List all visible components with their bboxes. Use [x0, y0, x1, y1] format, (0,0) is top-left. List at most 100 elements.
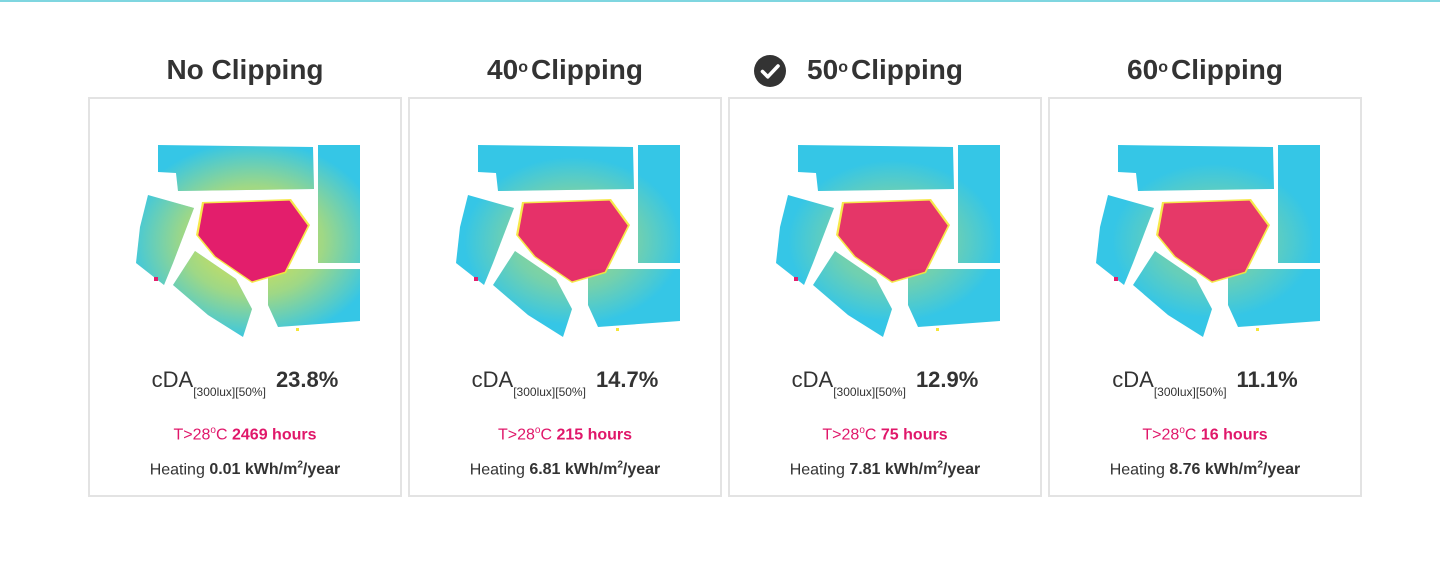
daylight-heatmap	[776, 145, 1000, 337]
result-card: cDA[300lux][50%] 23.8% T>28oC 2469 hours …	[88, 97, 402, 497]
panel-title: 60 o Clipping	[1048, 50, 1362, 90]
overheat-value: 2469 hours	[232, 426, 317, 444]
panel-title-text: Clipping	[850, 54, 963, 85]
cda-metric: cDA[300lux][50%] 14.7%	[410, 367, 720, 399]
panel-title-text: No Clipping	[166, 54, 324, 85]
heating-label: Heating	[1109, 461, 1165, 479]
heating-demand: Heating 6.81 kWh/m2/year	[410, 460, 720, 479]
result-card: cDA[300lux][50%] 12.9% T>28oC 75 hours He…	[728, 97, 1042, 497]
warm-pixel	[1256, 328, 1259, 331]
heating-value: 7.81 kWh/m2/year	[849, 460, 981, 479]
panel-title-number: 60	[1127, 54, 1159, 85]
core-hot-zone	[198, 200, 308, 282]
hot-pixel	[1114, 277, 1118, 281]
overheat-value: 75 hours	[880, 426, 948, 444]
cda-label: cDA	[471, 367, 514, 392]
panel-title-number: 40	[487, 54, 519, 85]
overheating-hours: T>28oC 215 hours	[410, 425, 720, 444]
panel-title: No Clipping	[88, 50, 402, 90]
cda-metric: cDA[300lux][50%] 12.9%	[730, 367, 1040, 399]
cda-label: cDA	[151, 367, 194, 392]
cda-value: 14.7%	[595, 367, 659, 392]
panel-title-number: 50	[807, 54, 839, 85]
heating-unit: /year	[1262, 461, 1301, 479]
cda-value: 23.8%	[275, 367, 339, 392]
degree-mark: o	[1179, 425, 1185, 436]
overheat-unit: C	[215, 426, 228, 444]
daylight-heatmap	[456, 145, 680, 337]
result-card: cDA[300lux][50%] 14.7% T>28oC 215 hours H…	[408, 97, 722, 497]
panel-title-text: Clipping	[1170, 54, 1283, 85]
cda-label: cDA	[1112, 367, 1154, 392]
heating-demand: Heating 7.81 kWh/m2/year	[730, 460, 1040, 479]
cda-subscript: [300lux][50%]	[193, 385, 266, 399]
heating-value-number: 6.81 kWh/m	[529, 461, 618, 479]
heating-exponent: 2	[937, 460, 943, 471]
degree-mark: o	[518, 59, 528, 76]
core-hot-zone	[838, 200, 948, 282]
heating-exponent: 2	[617, 460, 623, 471]
overheat-label: T>28	[822, 426, 860, 444]
panel-title: 40 o Clipping	[408, 50, 722, 90]
core-hot-zone	[1158, 200, 1268, 282]
heating-unit: /year	[622, 461, 661, 479]
overheating-hours: T>28oC 16 hours	[1050, 425, 1360, 444]
heating-value: 0.01 kWh/m2/year	[209, 460, 341, 479]
heating-label: Heating	[789, 461, 845, 479]
heating-value-number: 7.81 kWh/m	[849, 461, 938, 479]
warm-pixel	[296, 328, 299, 331]
overheat-unit: C	[540, 426, 552, 444]
panel-title: 50 o Clipping	[728, 50, 1042, 90]
overheat-unit: C	[864, 426, 877, 444]
cda-label: cDA	[791, 367, 834, 392]
degree-mark: o	[1158, 59, 1168, 76]
heating-label: Heating	[149, 461, 205, 479]
warm-pixel	[936, 328, 939, 331]
hot-pixel	[474, 277, 478, 281]
heating-exponent: 2	[1257, 460, 1263, 471]
degree-mark: o	[859, 425, 865, 436]
hot-pixel	[154, 277, 158, 281]
check-circle-icon	[754, 55, 786, 87]
daylight-heatmap	[136, 145, 360, 337]
cda-subscript: [300lux][50%]	[833, 385, 906, 399]
warm-pixel	[616, 328, 619, 331]
overheat-label: T>28	[497, 426, 535, 444]
cda-metric: cDA[300lux][50%] 11.1%	[1050, 367, 1360, 399]
cda-metric: cDA[300lux][50%] 23.8%	[90, 367, 400, 399]
overheating-hours: T>28oC 75 hours	[730, 425, 1040, 444]
heating-value-number: 0.01 kWh/m	[209, 461, 298, 479]
heating-unit: /year	[302, 461, 341, 479]
overheat-value: 215 hours	[556, 426, 633, 444]
cda-value: 12.9%	[915, 367, 979, 392]
heating-unit: /year	[942, 461, 981, 479]
top-accent-rule	[0, 0, 1440, 2]
overheat-value: 16 hours	[1200, 426, 1268, 444]
panel-no-clipping: No Clipping cDA[300lux][50%] 23.8% T>28oC…	[88, 0, 402, 500]
degree-mark: o	[534, 425, 541, 436]
heating-value-number: 8.76 kWh/m	[1169, 461, 1258, 479]
heating-demand: Heating 0.01 kWh/m2/year	[90, 460, 400, 479]
panel-40-clipping: 40 o Clipping cDA[300lux][50%] 14.7% T>28oC…	[408, 0, 722, 500]
overheat-unit: C	[1184, 426, 1197, 444]
heating-exponent: 2	[297, 460, 303, 471]
cda-subscript: [300lux][50%]	[1153, 385, 1227, 399]
heating-value: 6.81 kWh/m2/year	[529, 460, 661, 479]
panel-60-clipping: 60 o Clipping cDA[300lux][50%] 11.1% T>28oC…	[1048, 0, 1362, 500]
panel-50-clipping: 50 o Clipping cDA[300lux][50%] 12.9% T>28oC…	[728, 0, 1042, 500]
heating-demand: Heating 8.76 kWh/m2/year	[1050, 460, 1360, 479]
cda-subscript: [300lux][50%]	[513, 385, 586, 399]
degree-mark: o	[210, 425, 216, 436]
overheat-label: T>28	[1142, 426, 1180, 444]
hot-pixel	[794, 277, 798, 281]
daylight-heatmap	[1096, 145, 1320, 337]
panel-title-text: Clipping	[530, 54, 643, 85]
heating-label: Heating	[469, 461, 525, 479]
result-card: cDA[300lux][50%] 11.1% T>28oC 16 hours He…	[1048, 97, 1362, 497]
heating-value: 8.76 kWh/m2/year	[1169, 460, 1301, 479]
overheat-label: T>28	[173, 426, 211, 444]
core-hot-zone	[518, 200, 628, 282]
overheating-hours: T>28oC 2469 hours	[90, 425, 400, 444]
cda-value: 11.1%	[1236, 367, 1298, 392]
degree-mark: o	[838, 59, 848, 76]
